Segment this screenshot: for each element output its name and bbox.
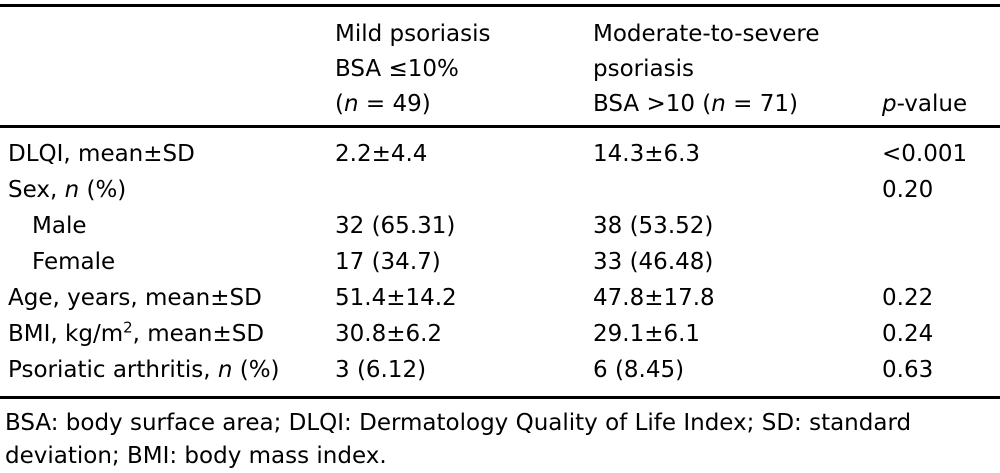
moderate-value: 14.3±6.3 — [593, 141, 701, 167]
table-row-female: Female 17 (34.7) 33 (46.48) — [0, 244, 1000, 280]
moderate-value: 6 (8.45) — [593, 357, 685, 383]
mild-value: 32 (65.31) — [335, 213, 456, 239]
p-value: 0.20 — [882, 177, 934, 203]
table-row-age: Age, years, mean±SD 51.4±14.2 47.8±17.8 … — [0, 280, 1000, 316]
moderate-value: 47.8±17.8 — [593, 285, 715, 311]
table-row-psoriatic-arthritis: Psoriatic arthritis, n (%) 3 (6.12) 6 (8… — [0, 352, 1000, 398]
header-mild-psoriasis: Mild psoriasis BSA ≤10% (n = 49) — [335, 5, 593, 128]
table-row-sex: Sex, n (%) 0.20 — [0, 172, 1000, 208]
header-moderate-psoriasis: Moderate-to-severe psoriasis BSA >10 (n = … — [593, 5, 882, 128]
table-row-male: Male 32 (65.31) 38 (53.52) — [0, 208, 1000, 244]
moderate-value: 29.1±6.1 — [593, 321, 701, 347]
mild-value: 3 (6.12) — [335, 357, 427, 383]
p-value: 0.22 — [882, 285, 934, 311]
header-p-value: p-value — [882, 5, 1000, 128]
row-label: Sex, n (%) — [8, 177, 127, 203]
header-row: Mild psoriasis BSA ≤10% (n = 49) Moderate-… — [0, 5, 1000, 128]
p-value — [882, 208, 1000, 244]
patient-characteristics-table: Mild psoriasis BSA ≤10% (n = 49) Moderate-… — [0, 4, 1000, 399]
p-value: 0.24 — [882, 321, 934, 347]
row-label: Age, years, mean±SD — [8, 285, 262, 311]
table-header: Mild psoriasis BSA ≤10% (n = 49) Moderate-… — [0, 5, 1000, 128]
p-value — [882, 244, 1000, 280]
table-footnote: BSA: body surface area; DLQI: Dermatolog… — [5, 410, 912, 469]
table-body: DLQI, mean±SD 2.2±4.4 14.3±6.3 <0.001 Se… — [0, 127, 1000, 398]
moderate-value: 33 (46.48) — [593, 249, 714, 275]
p-value: 0.63 — [882, 357, 934, 383]
row-label: Male — [32, 213, 87, 239]
table-row-bmi: BMI, kg/m2, mean±SD 30.8±6.2 29.1±6.1 0.… — [0, 316, 1000, 352]
moderate-value: 38 (53.52) — [593, 213, 714, 239]
row-label: BMI, kg/m2, mean±SD — [8, 318, 265, 347]
row-label: DLQI, mean±SD — [8, 141, 195, 167]
mild-value — [335, 172, 593, 208]
p-value: <0.001 — [882, 141, 968, 167]
row-label: Female — [32, 249, 116, 275]
row-label: Psoriatic arthritis, n (%) — [8, 357, 280, 383]
mild-value: 17 (34.7) — [335, 249, 441, 275]
mild-value: 51.4±14.2 — [335, 285, 457, 311]
mild-value: 2.2±4.4 — [335, 141, 428, 167]
table-row-dlqi: DLQI, mean±SD 2.2±4.4 14.3±6.3 <0.001 — [0, 127, 1000, 173]
header-empty-cell — [0, 5, 335, 128]
moderate-value — [593, 172, 882, 208]
mild-value: 30.8±6.2 — [335, 321, 443, 347]
